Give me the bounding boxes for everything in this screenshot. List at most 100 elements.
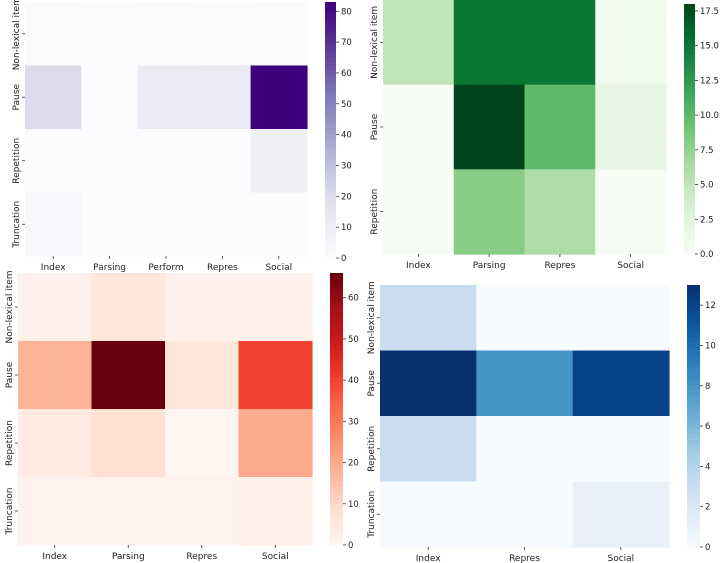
heatmap-cell-repetition-social	[572, 416, 670, 483]
colorbar-gradient-segment	[330, 399, 343, 405]
colorbar-gradient-segment	[684, 112, 695, 117]
colorbar-gradient-segment	[684, 95, 695, 101]
colorbar-tick-label: 10	[705, 341, 716, 351]
colorbar-gradient-segment	[684, 108, 695, 113]
colorbar-gradient-segment	[330, 309, 343, 315]
x-tick-label-repres: Repres	[186, 552, 217, 562]
colorbar-gradient-segment	[684, 99, 695, 105]
colorbar-gradient-segment	[325, 95, 336, 101]
colorbar-tick-label: 10	[348, 500, 359, 510]
y-tick-label-repetition: Repetition	[367, 426, 377, 472]
colorbar-gradient-segment	[325, 211, 336, 216]
colorbar-tick-label: 4	[705, 462, 710, 472]
colorbar-tick-label: 60	[348, 294, 359, 304]
colorbar-gradient-segment	[325, 240, 336, 246]
colorbar-tick-label: 70	[341, 38, 352, 48]
y-tick-label-truncation: Truncation	[5, 488, 15, 536]
colorbar-gradient-segment	[330, 286, 343, 292]
heatmap-cell-repetition-social	[250, 129, 308, 194]
colorbar-gradient-segment	[684, 33, 695, 38]
colorbar-gradient-segment	[325, 176, 336, 182]
colorbar-gradient-segment	[330, 486, 343, 492]
x-tick-label-index: Index	[416, 554, 441, 563]
colorbar-gradient-segment	[330, 331, 343, 337]
colorbar-gradient-segment	[684, 224, 695, 230]
colorbar-gradient-segment	[325, 40, 336, 46]
colorbar-gradient-segment	[687, 285, 700, 290]
colorbar-tick-label: 10.0	[700, 111, 719, 121]
colorbar-gradient-segment	[325, 53, 336, 58]
y-tick-label-non-lexical-item: Non-lexical item	[370, 6, 380, 79]
heatmap-cell-truncation-parsing	[91, 477, 166, 546]
colorbar-gradient-segment	[684, 183, 695, 188]
colorbar-gradient-segment	[687, 525, 700, 531]
colorbar-gradient-segment	[330, 540, 343, 546]
colorbar-gradient-segment	[330, 295, 343, 301]
colorbar-gradient-segment	[687, 477, 700, 482]
colorbar-tick-label: 80	[341, 7, 352, 17]
colorbar-purples: 0 10 20 30 40 50 60 70 80	[325, 2, 352, 264]
heatmap-cell-pause-repres	[524, 84, 596, 170]
colorbar-gradient-segment	[330, 359, 343, 365]
colorbar-gradient-segment	[325, 57, 336, 63]
colorbar-gradient-segment	[325, 206, 336, 212]
x-tick-label-parsing: Parsing	[473, 261, 506, 271]
x-tick-label-social: Social	[617, 261, 644, 271]
heatmap-panel-greens: Index Parsing Repres Social Non-lexical item…	[370, 0, 719, 271]
colorbar-gradient-segment	[687, 385, 700, 391]
x-tick-label-perform: Perform	[148, 263, 183, 273]
colorbar-gradient-segment	[687, 485, 700, 491]
colorbar-gradient-segment	[684, 124, 695, 130]
colorbar-gradient-segment	[684, 187, 695, 192]
colorbar-tick-label: 40	[341, 131, 352, 141]
colorbar-gradient-segment	[325, 2, 336, 7]
colorbar-gradient-segment	[687, 507, 700, 513]
colorbar-tick-label: 50	[348, 335, 359, 345]
colorbar-gradient-segment	[684, 83, 695, 88]
colorbar-tick-label: 12	[705, 301, 716, 311]
colorbar-gradient-segment	[687, 464, 700, 469]
colorbar-gradient-segment	[325, 159, 336, 165]
colorbar-gradient-segment	[330, 300, 343, 306]
colorbar-gradient-segment	[325, 168, 336, 174]
colorbar-gradient-segment	[684, 8, 695, 13]
colorbar-gradient-segment	[330, 513, 343, 519]
heatmap-cell-repetition-parsing	[81, 129, 139, 194]
colorbar-gradient-segment	[684, 199, 695, 205]
colorbar-gradient-segment	[684, 54, 695, 59]
colorbar-gradient-segment	[325, 147, 336, 152]
colorbar-gradient-segment	[687, 442, 700, 448]
colorbar-gradient-segment	[687, 516, 700, 522]
x-tick-label-repres: Repres	[544, 261, 575, 271]
colorbar-gradient-segment	[684, 24, 695, 30]
y-tick-label-pause: Pause	[5, 361, 15, 388]
colorbar-gradient-segment	[684, 170, 695, 176]
heatmap-cell-non-lexical-item-repres	[165, 273, 240, 342]
heatmap-cell-pause-parsing	[91, 341, 166, 410]
colorbar-gradient-segment	[684, 166, 695, 172]
colorbar-tick-label: 0	[705, 543, 710, 553]
colorbar-gradient-segment	[687, 416, 700, 421]
colorbar-gradient-segment	[330, 535, 343, 541]
colorbar-gradient-segment	[330, 531, 343, 537]
colorbar-gradient-segment	[687, 437, 700, 443]
colorbar-gradient-segment	[325, 6, 336, 12]
colorbar-gradient-segment	[687, 468, 700, 474]
colorbar-tick-label: 40	[348, 376, 359, 386]
colorbar-gradient-segment	[330, 445, 343, 451]
colorbar-gradient-segment	[325, 172, 336, 178]
colorbar-gradient-segment	[330, 522, 343, 528]
colorbar-gradient-segment	[687, 302, 700, 308]
heatmap-cell-repetition-index	[380, 416, 477, 483]
heatmap-cell-repetition-parsing	[91, 409, 166, 478]
colorbar-gradient-segment	[330, 350, 343, 356]
heatmap-cell-truncation-index	[18, 477, 93, 546]
colorbar-gradient-segment	[325, 23, 336, 29]
colorbar-gradient-segment	[330, 418, 343, 424]
colorbar-gradient-segment	[687, 498, 700, 504]
y-tick-label-pause: Pause	[12, 84, 22, 111]
colorbar-gradient-segment	[325, 130, 336, 135]
colorbar-gradient-segment	[684, 249, 695, 255]
colorbar-gradient-segment	[684, 154, 695, 159]
colorbar-gradient-segment	[687, 398, 700, 404]
